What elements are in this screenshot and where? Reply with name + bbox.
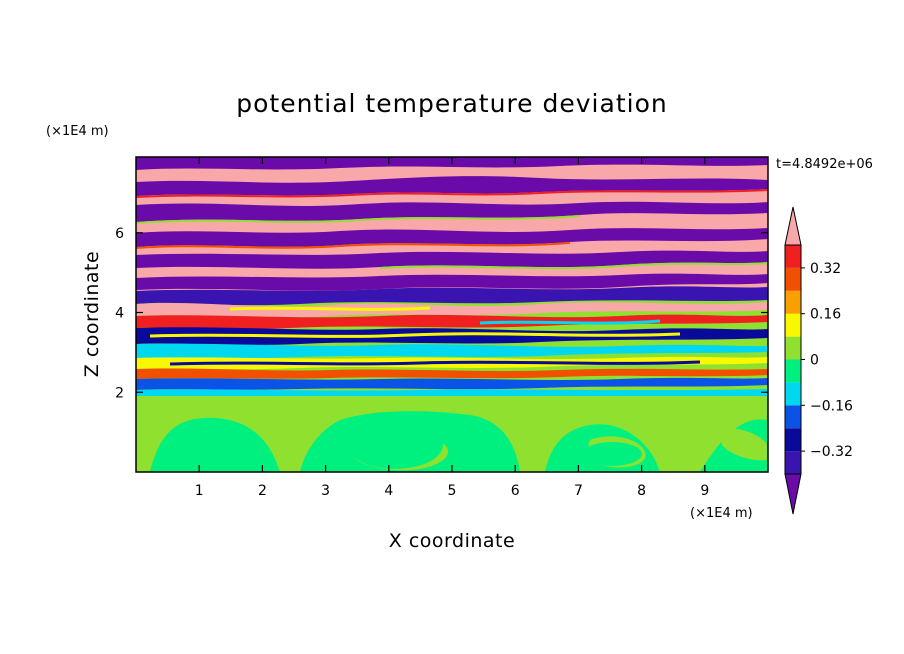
y-tick-label: 2	[115, 385, 124, 401]
x-axis-units: (×1E4 m)	[690, 506, 753, 521]
x-tick-label: 6	[511, 483, 520, 499]
colorbar-segment	[785, 313, 801, 337]
colorbar-label: 0.16	[810, 307, 841, 323]
colorbar-segment	[785, 405, 801, 429]
x-tick-label: 4	[384, 483, 393, 499]
x-tick-label: 1	[195, 483, 204, 499]
colorbar-segment	[785, 290, 801, 314]
colorbar-segment	[785, 451, 801, 474]
chart-title: potential temperature deviation	[236, 89, 667, 118]
x-tick-label: 5	[448, 483, 457, 499]
x-tick-label: 3	[321, 483, 330, 499]
colorbar-segment	[785, 382, 801, 406]
colorbar-segment	[785, 336, 801, 360]
x-axis: 1 2 3 4 5 6 7 8 9	[195, 157, 709, 499]
y-tick-label: 4	[115, 306, 124, 322]
x-tick-label: 8	[637, 483, 646, 499]
contour-field	[136, 157, 768, 472]
y-axis: 2 4 6	[115, 226, 768, 401]
time-label: t=4.8492e+06	[776, 157, 873, 172]
colorbar-upper-extension	[784, 206, 802, 246]
colorbar-label: −0.32	[810, 444, 853, 460]
x-tick-label: 9	[700, 483, 709, 499]
x-axis-label: X coordinate	[389, 530, 515, 552]
x-tick-label: 2	[258, 483, 267, 499]
colorbar-segment	[785, 428, 801, 452]
colorbar-label: −0.16	[810, 398, 853, 414]
y-axis-units: (×1E4 m)	[46, 124, 109, 139]
colorbar-segment	[785, 359, 801, 383]
y-axis-label: Z coordinate	[81, 251, 103, 377]
colorbar-lower-extension	[784, 473, 802, 515]
y-tick-label: 6	[115, 226, 124, 242]
colorbar-label: 0.32	[810, 261, 841, 277]
colorbar-label: 0	[810, 353, 819, 369]
colorbar-legend: 0.32 0.16 0 −0.16 −0.32	[784, 206, 853, 515]
colorbar-segment	[785, 245, 801, 268]
colorbar-segment	[785, 267, 801, 291]
x-tick-label: 7	[574, 483, 583, 499]
